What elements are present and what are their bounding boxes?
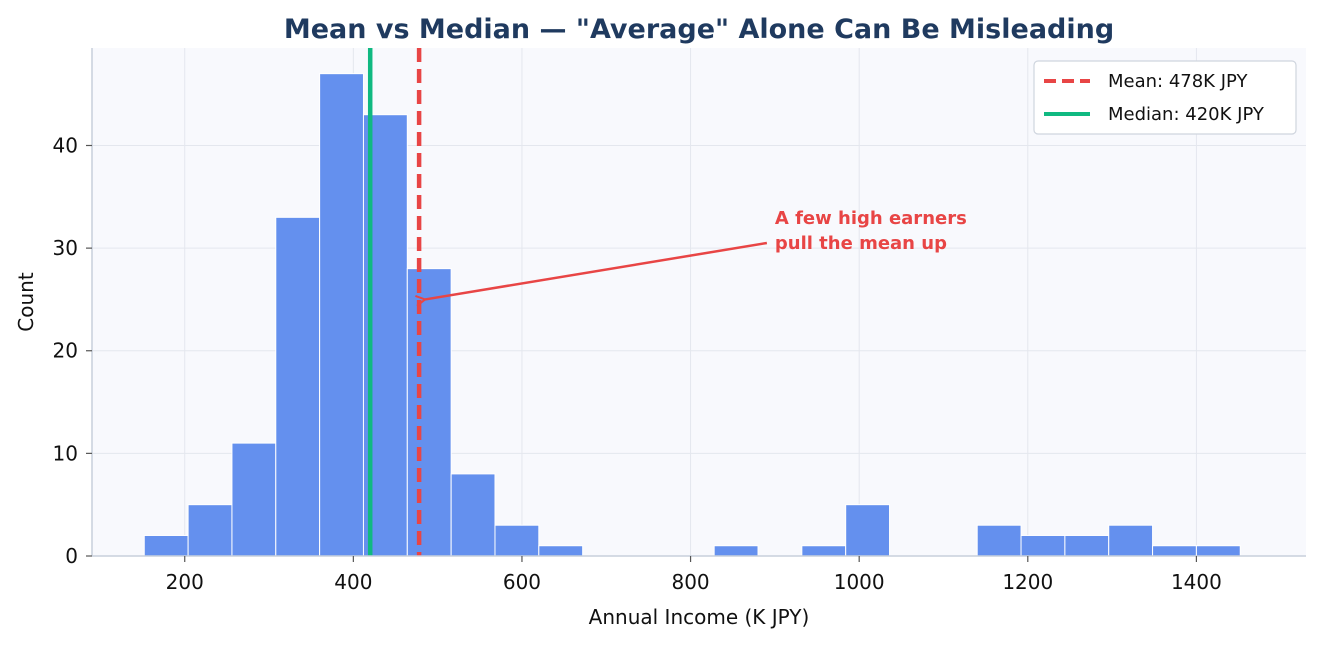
- y-tick-label: 10: [53, 441, 78, 465]
- histogram-bar: [1152, 545, 1197, 557]
- histogram-bar: [845, 504, 891, 557]
- histogram-bar: [1020, 534, 1066, 557]
- histogram-bar: [1108, 524, 1154, 557]
- histogram-bar: [319, 73, 364, 557]
- legend-mean-label: Mean: 478K JPY: [1108, 71, 1248, 92]
- histogram-bar: [801, 545, 847, 557]
- histogram-bar: [450, 473, 496, 557]
- histogram-bar: [1195, 545, 1241, 557]
- histogram-bar: [143, 534, 189, 557]
- x-tick-label: 400: [334, 570, 372, 594]
- histogram-bars: [143, 73, 1241, 557]
- histogram-bar: [538, 545, 584, 557]
- annotation: A few high earners pull the mean up: [425, 208, 967, 299]
- y-axis-label: Count: [14, 272, 38, 332]
- axes: [91, 48, 1306, 557]
- histogram-bar: [231, 442, 277, 557]
- x-tick-label: 1200: [1002, 570, 1053, 594]
- y-tick-label: 20: [53, 339, 78, 363]
- y-tick-label: 30: [53, 236, 78, 260]
- histogram-bar: [976, 524, 1022, 557]
- histogram-bar: [1064, 534, 1110, 557]
- y-axis-ticks: 0 10 20 30 40: [53, 133, 92, 568]
- x-tick-label: 200: [166, 570, 204, 594]
- annotation-arrow: [425, 241, 768, 299]
- y-tick-label: 40: [53, 133, 78, 157]
- x-axis-ticks: 200 400 600 800 1000 1200 1400: [166, 556, 1222, 594]
- histogram-bar: [187, 504, 233, 557]
- histogram-bar: [494, 524, 540, 557]
- annotation-line-2: pull the mean up: [775, 233, 947, 254]
- x-tick-label: 1000: [834, 570, 885, 594]
- histogram-bar: [406, 268, 452, 557]
- legend: Mean: 478K JPY Median: 420K JPY: [1033, 60, 1297, 135]
- x-tick-label: 800: [671, 570, 709, 594]
- y-tick-label: 0: [65, 544, 78, 568]
- legend-box: [1033, 60, 1297, 135]
- histogram-bar: [275, 216, 321, 557]
- histogram-bar: [713, 545, 759, 557]
- x-axis-label: Annual Income (K JPY): [589, 605, 810, 629]
- x-tick-label: 1400: [1171, 570, 1222, 594]
- x-tick-label: 600: [503, 570, 541, 594]
- annotation-line-1: A few high earners: [775, 208, 967, 229]
- chart-title: Mean vs Median — "Average" Alone Can Be …: [284, 14, 1114, 45]
- legend-median-label: Median: 420K JPY: [1108, 104, 1265, 125]
